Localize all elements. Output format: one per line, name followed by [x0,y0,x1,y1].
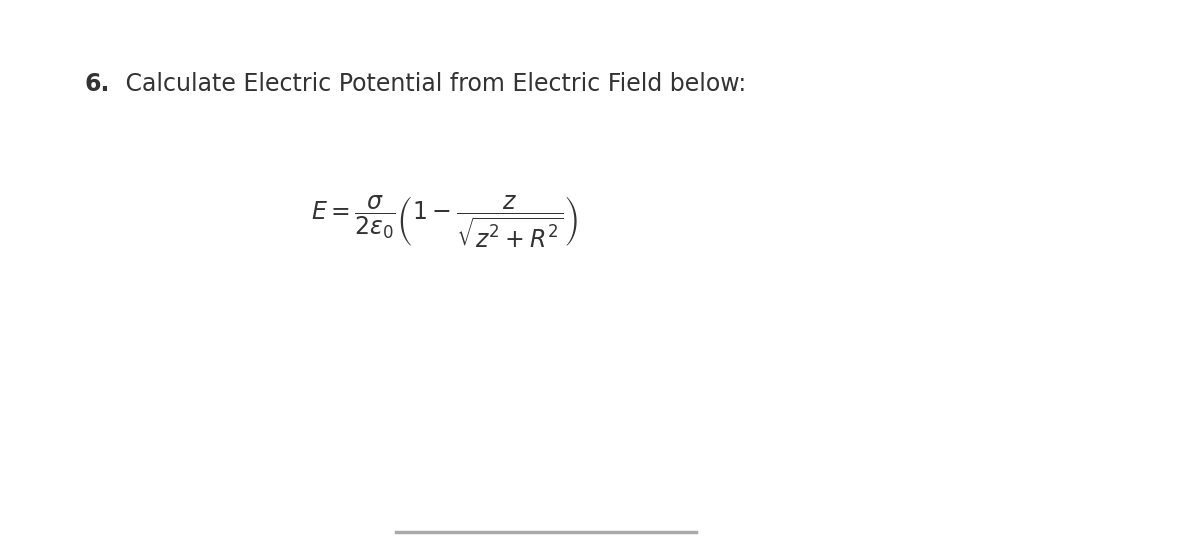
Text: Calculate Electric Potential from Electric Field below:: Calculate Electric Potential from Electr… [118,72,746,96]
Text: 6.: 6. [84,72,109,96]
Text: $E = \dfrac{\sigma}{2\epsilon_0}\left(1 - \dfrac{z}{\sqrt{z^2 + R^2}}\right)$: $E = \dfrac{\sigma}{2\epsilon_0}\left(1 … [311,193,577,250]
